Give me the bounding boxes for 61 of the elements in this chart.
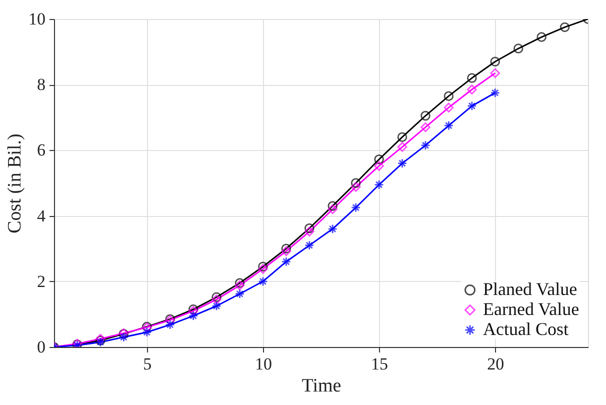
point [328,201,338,211]
point [165,320,175,330]
point [281,246,292,256]
point [188,310,198,321]
x-tick-label: 10 [254,354,272,374]
x-tick-label: 20 [487,354,504,374]
point [281,256,292,267]
point [420,122,430,132]
point [304,240,314,250]
point [397,142,408,152]
point [374,180,384,190]
point [397,132,408,142]
point [328,204,338,214]
point [420,140,430,150]
point [374,161,384,171]
y-axis-title: Cost (in Bil.) [4,134,26,234]
point [212,292,222,302]
point [490,56,500,67]
point [328,224,338,234]
legend-label: Planed Value [483,279,578,299]
legend-label: Earned Value [483,299,580,319]
point [258,276,268,286]
y-tick-label: 2 [37,272,46,291]
point [258,264,268,274]
y-tick-label: 0 [37,338,46,356]
point [490,68,500,78]
point [234,278,245,288]
point [304,223,314,234]
y-tick-label: 4 [37,206,46,226]
point [467,101,477,111]
point [350,202,361,212]
point [467,73,477,83]
y-tick-label: 8 [37,75,46,94]
point [118,332,129,342]
point [142,327,152,338]
point [397,158,408,168]
point [350,182,361,192]
point [490,88,500,98]
point [281,244,292,254]
point [350,178,361,188]
point [420,110,430,121]
point [234,280,245,290]
point [444,91,454,101]
y-tick-label: 6 [37,140,46,160]
point [560,22,570,32]
point [374,154,384,164]
point [467,84,477,94]
point [444,102,454,112]
point [212,294,222,304]
point [444,120,454,130]
legend-label: Actual Cost [483,319,568,339]
point [513,44,524,54]
y-tick-label: 10 [28,10,46,28]
point [234,288,245,299]
point [304,226,314,236]
point [212,301,222,311]
point [536,32,546,42]
x-tick-label: 5 [143,354,152,374]
x-axis-title: Time [302,376,342,396]
x-tick-label: 15 [371,354,388,374]
point [258,262,268,272]
